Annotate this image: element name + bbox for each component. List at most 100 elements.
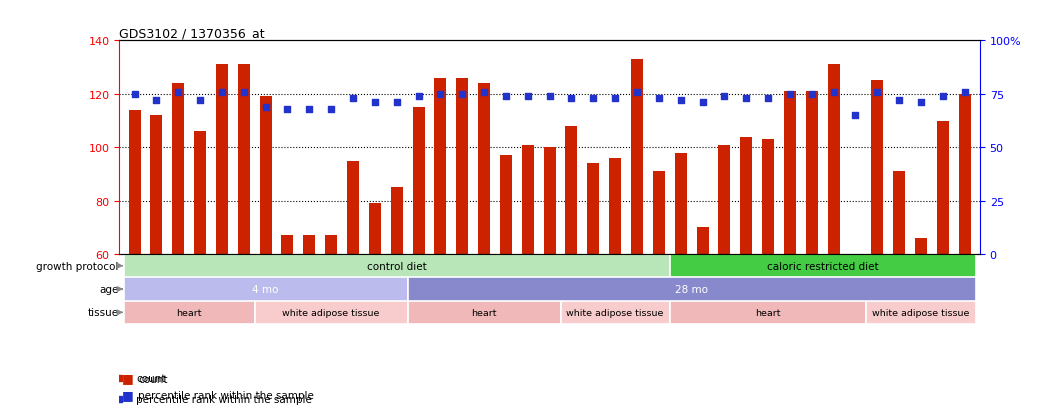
Point [170, 89, 187, 96]
Bar [740, 137, 752, 254]
Bar [150, 116, 163, 254]
Point [672, 98, 689, 104]
Bar [129, 111, 141, 254]
Text: white adipose tissue: white adipose tissue [872, 308, 970, 317]
Bar [123, 278, 408, 301]
Bar [123, 254, 670, 278]
Point [738, 95, 755, 102]
Text: white adipose tissue: white adipose tissue [566, 308, 664, 317]
Bar [413, 108, 424, 254]
Point [650, 95, 667, 102]
Text: 28 mo: 28 mo [675, 284, 708, 294]
Bar [216, 65, 228, 254]
Point [411, 93, 427, 100]
Point [192, 98, 208, 104]
Bar [871, 81, 884, 254]
Point [804, 91, 820, 98]
Point [279, 106, 296, 113]
Point [607, 95, 623, 102]
Bar [784, 92, 796, 254]
Text: 4 mo: 4 mo [252, 284, 279, 294]
Point [476, 89, 493, 96]
Bar [435, 78, 446, 254]
Bar [719, 145, 730, 254]
Point [563, 95, 580, 102]
Bar [866, 301, 976, 324]
Point [585, 95, 601, 102]
Point [344, 95, 361, 102]
Bar [670, 254, 976, 278]
Point [498, 93, 514, 100]
Text: control diet: control diet [367, 261, 426, 271]
Bar [369, 204, 381, 254]
Bar [936, 121, 949, 254]
Bar [281, 236, 293, 254]
Bar [609, 159, 621, 254]
Text: growth protocol: growth protocol [36, 261, 119, 271]
Bar [915, 238, 927, 254]
Bar [194, 132, 206, 254]
Point [956, 89, 973, 96]
Bar [675, 153, 686, 254]
Bar [587, 164, 599, 254]
Bar [237, 65, 250, 254]
Bar [828, 65, 840, 254]
Bar [259, 97, 272, 254]
Point [913, 100, 929, 107]
Bar [456, 78, 469, 254]
Point [847, 113, 864, 119]
Text: caloric restricted diet: caloric restricted diet [767, 261, 878, 271]
Point [520, 93, 536, 100]
Bar [630, 60, 643, 254]
Point [323, 106, 339, 113]
Bar [543, 148, 556, 254]
Point [257, 104, 274, 111]
Point [214, 89, 230, 96]
Bar [653, 172, 665, 254]
Bar [123, 301, 255, 324]
Bar [408, 278, 976, 301]
Text: age: age [100, 284, 119, 294]
Text: heart: heart [176, 308, 202, 317]
Bar [893, 172, 905, 254]
Point [148, 98, 165, 104]
Point [432, 91, 449, 98]
Bar [849, 254, 862, 292]
Point [782, 91, 798, 98]
Point [717, 93, 733, 100]
Point [628, 89, 645, 96]
Bar [762, 140, 774, 254]
Point [389, 100, 405, 107]
Text: count: count [137, 373, 166, 383]
Text: ■: ■ [122, 388, 134, 401]
Bar [500, 156, 512, 254]
Point [760, 95, 777, 102]
Bar [522, 145, 534, 254]
Bar [255, 301, 408, 324]
Text: ■: ■ [122, 371, 134, 385]
Bar [391, 188, 402, 254]
Point [235, 89, 252, 96]
Bar [670, 301, 866, 324]
Bar [347, 161, 359, 254]
Point [825, 89, 842, 96]
Point [541, 93, 558, 100]
Text: percentile rank within the sample: percentile rank within the sample [138, 390, 314, 400]
Point [934, 93, 951, 100]
Text: tissue: tissue [88, 308, 119, 318]
Point [694, 100, 710, 107]
Point [127, 91, 143, 98]
Point [301, 106, 317, 113]
Text: GDS3102 / 1370356_at: GDS3102 / 1370356_at [119, 27, 264, 40]
Point [869, 89, 886, 96]
Bar [303, 236, 315, 254]
Text: white adipose tissue: white adipose tissue [282, 308, 380, 317]
Text: count: count [138, 374, 167, 384]
Text: heart: heart [472, 308, 497, 317]
Text: heart: heart [755, 308, 781, 317]
Point [891, 98, 907, 104]
Bar [326, 236, 337, 254]
Point [454, 91, 471, 98]
Bar [565, 126, 578, 254]
Bar [172, 84, 185, 254]
